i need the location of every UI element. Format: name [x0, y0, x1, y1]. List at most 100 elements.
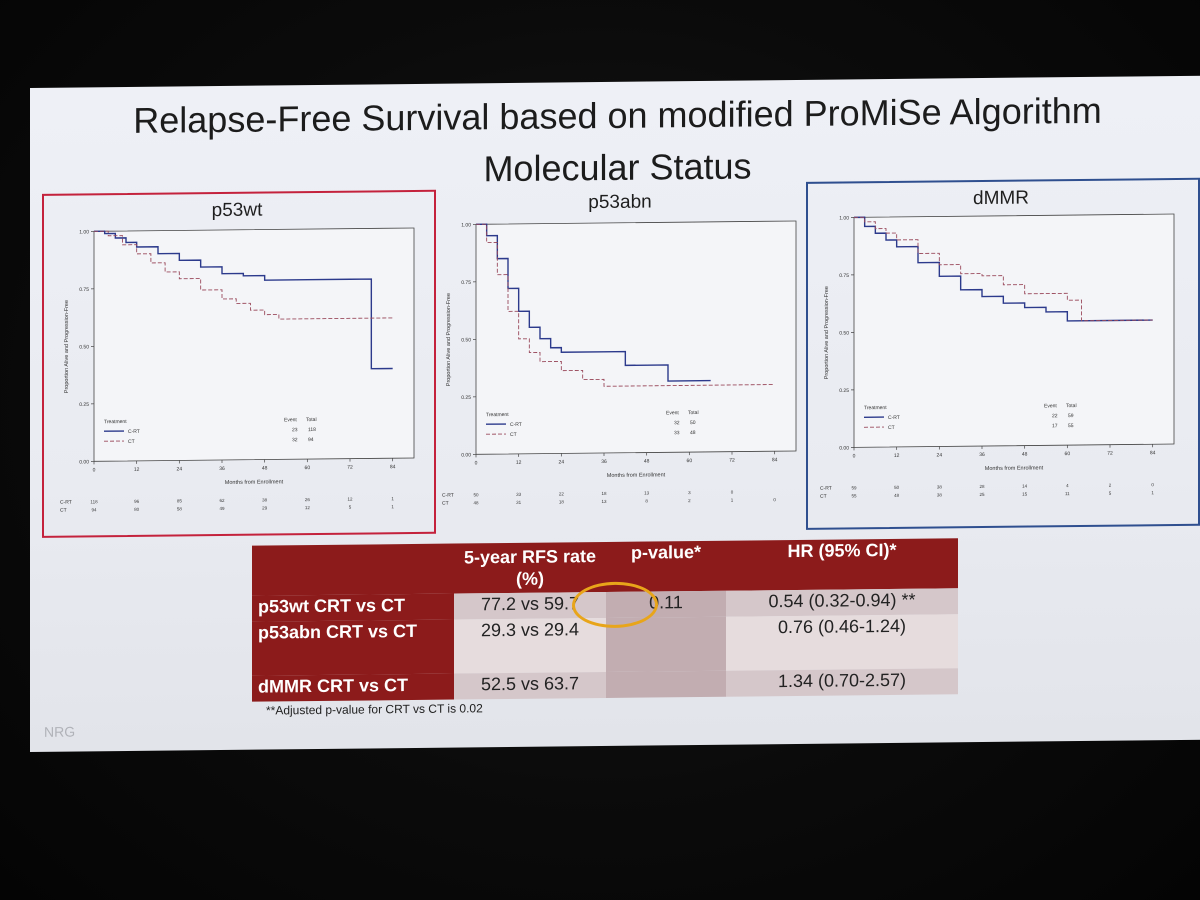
- risk-row-label: CT: [442, 501, 449, 507]
- x-tick-label: 0: [853, 453, 856, 459]
- risk-value: 38: [937, 492, 943, 497]
- risk-value: 94: [91, 507, 97, 512]
- risk-value: 1: [731, 498, 734, 503]
- x-tick-label: 12: [516, 460, 522, 466]
- y-tick-label: 0.25: [839, 388, 849, 394]
- x-tick-label: 72: [1107, 451, 1113, 457]
- legend-total: 59: [1068, 413, 1074, 419]
- pvalue-cell: [606, 670, 726, 698]
- risk-value: 5: [1109, 491, 1112, 496]
- legend-label: C-RT: [888, 415, 900, 421]
- y-tick-label: 0.00: [79, 459, 89, 465]
- legend-total: 94: [308, 437, 314, 443]
- risk-value: 1: [1151, 490, 1154, 495]
- hr-cell: 0.54 (0.32-0.94) **: [726, 588, 958, 617]
- risk-value: 25: [979, 492, 985, 497]
- plot-area: [93, 227, 415, 462]
- y-tick-label: 1.00: [461, 222, 471, 228]
- legend-total: 50: [690, 420, 696, 426]
- risk-value: 2: [1109, 483, 1112, 488]
- risk-value: 15: [1022, 492, 1028, 497]
- risk-value: 48: [473, 500, 479, 505]
- risk-value: 28: [979, 484, 985, 489]
- row-label: p53abn CRT vs CT: [252, 619, 454, 676]
- x-tick-label: 84: [390, 464, 396, 470]
- y-axis-label: Proportion Alive and Progression-Free: [446, 293, 452, 386]
- table-header-hr: HR (95% CI)*: [726, 538, 958, 591]
- km-chart-p53wt: 0.00 0.25 0.50 0.75 1.00 0 12 24 36 48 60 72 84 Month…: [60, 227, 415, 514]
- risk-value: 50: [894, 485, 900, 490]
- legend-title: Treatment: [486, 412, 509, 418]
- risk-value: 50: [473, 492, 479, 497]
- risk-value: 48: [894, 493, 900, 498]
- slide-title: Relapse-Free Survival based on modified …: [133, 89, 1102, 141]
- risk-row-label: CT: [60, 508, 67, 514]
- series-line-c-rt: [854, 216, 1153, 322]
- y-tick-label: 1.00: [79, 229, 89, 235]
- panel-title-p53wt: p53wt: [211, 199, 263, 222]
- x-tick-label: 48: [1022, 452, 1028, 458]
- legend-event: 22: [1052, 413, 1058, 419]
- series-line-ct: [94, 230, 393, 320]
- x-tick-label: 24: [937, 452, 943, 458]
- legend-total-header: Total: [306, 417, 317, 423]
- y-tick-label: 0.25: [461, 395, 471, 401]
- plot-area: [853, 213, 1175, 448]
- y-tick-label: 0.50: [839, 330, 849, 336]
- risk-value: 8: [645, 499, 648, 504]
- legend-event: 17: [1052, 423, 1058, 429]
- x-tick-label: 72: [729, 458, 735, 464]
- risk-value: 13: [601, 499, 607, 504]
- x-tick-label: 60: [687, 458, 693, 464]
- risk-value: 4: [1066, 483, 1069, 488]
- risk-value: 18: [601, 491, 607, 496]
- risk-value: 0: [731, 490, 734, 495]
- legend-label: C-RT: [128, 429, 140, 435]
- risk-value: 58: [177, 506, 183, 511]
- y-tick-label: 0.00: [461, 452, 471, 458]
- x-tick-label: 0: [475, 460, 478, 466]
- legend-event: 32: [292, 437, 298, 443]
- legend-label: CT: [510, 432, 517, 438]
- x-tick-label: 36: [601, 459, 607, 465]
- legend-title: Treatment: [864, 405, 887, 411]
- x-axis-label: Months from Enrollment: [607, 472, 666, 479]
- table-header-blank: [252, 543, 454, 596]
- risk-row-label: C-RT: [442, 493, 454, 499]
- risk-value: 31: [516, 500, 522, 505]
- risk-value: 49: [219, 506, 225, 511]
- y-axis-label: Proportion Alive and Progression-Free: [64, 300, 70, 393]
- risk-value: 38: [262, 498, 268, 503]
- y-tick-label: 0.75: [79, 287, 89, 293]
- y-tick-label: 0.75: [461, 280, 471, 286]
- y-tick-label: 0.50: [79, 344, 89, 350]
- x-tick-label: 12: [134, 467, 140, 473]
- km-chart-p53abn: 0.000.250.500.751.000 12 24 36 48 60 72 84Month…: [442, 220, 797, 507]
- series-line-ct: [476, 223, 775, 387]
- x-axis-label: Months from Enrollment: [225, 479, 284, 486]
- risk-value: 14: [1022, 484, 1028, 489]
- risk-value: 62: [219, 498, 225, 503]
- risk-value: 55: [851, 493, 857, 498]
- risk-row-label: C-RT: [820, 486, 832, 492]
- legend-title: Treatment: [104, 419, 127, 425]
- legend-total: 55: [1068, 423, 1074, 429]
- x-tick-label: 0: [93, 467, 96, 473]
- legend-event: 23: [292, 427, 298, 433]
- y-tick-label: 1.00: [839, 215, 849, 221]
- risk-row-label: CT: [820, 494, 827, 500]
- risk-value: 33: [516, 492, 522, 497]
- legend-label: CT: [888, 425, 895, 431]
- x-tick-label: 72: [347, 465, 353, 471]
- legend-event-header: Event: [666, 410, 679, 416]
- risk-value: 29: [262, 506, 268, 511]
- legend-total: 48: [690, 430, 696, 436]
- rfs-cell: 52.5 vs 63.7: [454, 671, 606, 700]
- legend-total: 118: [308, 427, 316, 433]
- x-tick-label: 36: [979, 452, 985, 458]
- risk-value: 80: [134, 507, 140, 512]
- risk-value: 3: [688, 490, 691, 495]
- plot-area: [475, 220, 797, 455]
- risk-value: 96: [134, 499, 140, 504]
